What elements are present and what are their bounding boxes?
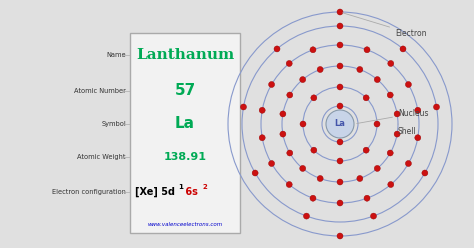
Circle shape xyxy=(326,110,354,138)
Text: Symbol: Symbol xyxy=(101,121,126,127)
Bar xyxy=(130,33,240,233)
Circle shape xyxy=(357,66,363,72)
Circle shape xyxy=(337,63,343,69)
Circle shape xyxy=(259,135,265,141)
Circle shape xyxy=(280,111,286,117)
Circle shape xyxy=(363,95,369,101)
Circle shape xyxy=(363,147,369,153)
Circle shape xyxy=(387,150,393,156)
Circle shape xyxy=(317,176,323,182)
Text: Name: Name xyxy=(106,52,126,58)
Circle shape xyxy=(337,200,343,206)
Circle shape xyxy=(388,182,394,187)
Circle shape xyxy=(286,61,292,66)
Circle shape xyxy=(310,195,316,201)
Text: 57: 57 xyxy=(174,83,196,98)
Circle shape xyxy=(371,213,376,219)
Circle shape xyxy=(364,195,370,201)
Text: Electron: Electron xyxy=(343,13,427,38)
Circle shape xyxy=(311,95,317,101)
Circle shape xyxy=(311,147,317,153)
Circle shape xyxy=(357,176,363,182)
Circle shape xyxy=(300,165,306,171)
Circle shape xyxy=(337,233,343,239)
Circle shape xyxy=(286,182,292,187)
Circle shape xyxy=(434,104,439,110)
Circle shape xyxy=(374,121,380,127)
Circle shape xyxy=(300,77,306,83)
Circle shape xyxy=(280,131,286,137)
Circle shape xyxy=(337,23,343,29)
Circle shape xyxy=(337,42,343,48)
Circle shape xyxy=(259,107,265,113)
Circle shape xyxy=(387,92,393,98)
Circle shape xyxy=(364,47,370,53)
Text: Electron configuration: Electron configuration xyxy=(52,189,126,195)
Circle shape xyxy=(400,46,406,52)
Text: [Xe] 5d: [Xe] 5d xyxy=(135,187,175,197)
Circle shape xyxy=(337,158,343,164)
Circle shape xyxy=(274,46,280,52)
Text: La: La xyxy=(335,120,346,128)
Text: www.valenceelectrons.com: www.valenceelectrons.com xyxy=(147,222,223,227)
Text: 6s: 6s xyxy=(182,187,198,197)
Circle shape xyxy=(337,179,343,185)
Circle shape xyxy=(337,139,343,145)
Circle shape xyxy=(422,170,428,176)
Circle shape xyxy=(337,9,343,15)
Circle shape xyxy=(374,77,380,83)
Circle shape xyxy=(303,213,310,219)
Circle shape xyxy=(405,82,411,88)
Text: Nucleus: Nucleus xyxy=(357,109,428,124)
Circle shape xyxy=(405,160,411,166)
Circle shape xyxy=(394,131,400,137)
Text: Lanthanum: Lanthanum xyxy=(136,48,234,62)
Circle shape xyxy=(287,92,293,98)
Circle shape xyxy=(252,170,258,176)
Text: 138.91: 138.91 xyxy=(164,153,207,162)
Circle shape xyxy=(310,47,316,53)
Text: 1: 1 xyxy=(178,184,183,190)
Circle shape xyxy=(317,66,323,72)
Text: La: La xyxy=(175,117,195,131)
Circle shape xyxy=(269,82,274,88)
Circle shape xyxy=(337,84,343,90)
Circle shape xyxy=(269,160,274,166)
Text: 2: 2 xyxy=(203,184,208,190)
Text: Atomic Number: Atomic Number xyxy=(74,88,126,93)
Circle shape xyxy=(415,135,421,141)
Circle shape xyxy=(240,104,246,110)
Circle shape xyxy=(388,61,394,66)
Text: Shell: Shell xyxy=(398,124,417,136)
Circle shape xyxy=(415,107,421,113)
Circle shape xyxy=(337,103,343,109)
Circle shape xyxy=(374,165,380,171)
Circle shape xyxy=(394,111,400,117)
Circle shape xyxy=(300,121,306,127)
Text: Atomic Weight: Atomic Weight xyxy=(78,155,126,160)
Circle shape xyxy=(287,150,293,156)
